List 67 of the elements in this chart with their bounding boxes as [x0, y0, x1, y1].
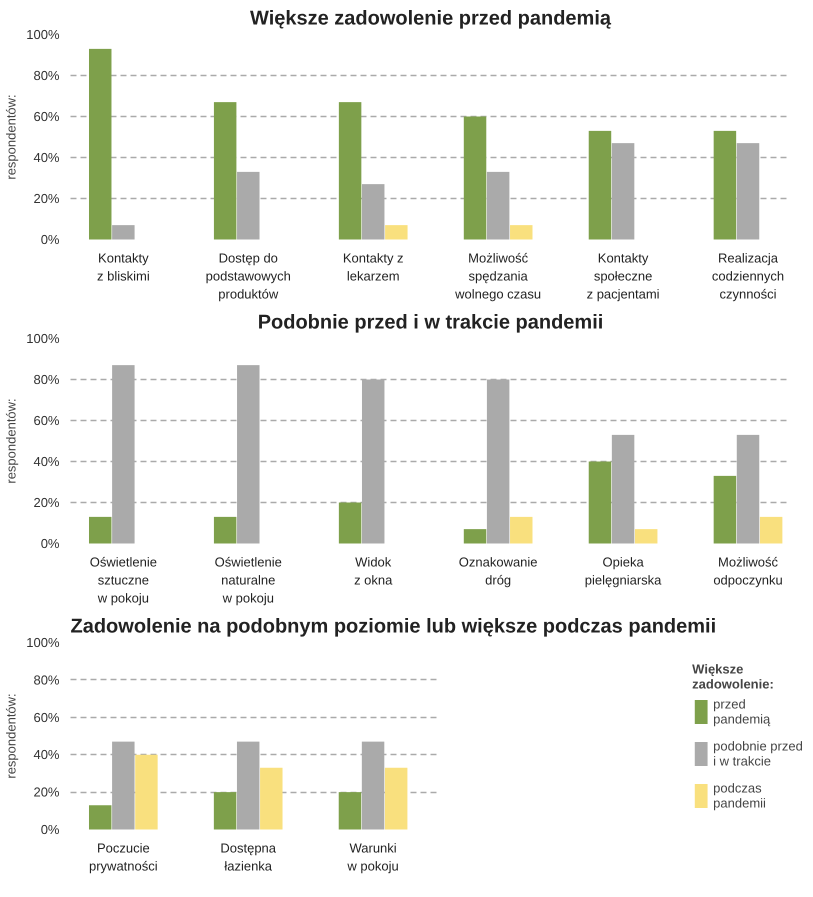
y-tick-label: 80%: [33, 372, 60, 387]
x-tick-label: Oznakowanie dróg: [458, 554, 538, 588]
bar: [214, 102, 236, 240]
y-tick-label: 0%: [40, 536, 60, 551]
bar: [634, 529, 658, 544]
bar: [214, 792, 236, 830]
x-tick-label: Dostępna łazienka: [220, 840, 277, 874]
x-tick-label: Kontakty społeczne z pacjentami: [586, 250, 660, 302]
y-axis-title: respondentów:: [3, 693, 18, 779]
bar: [88, 48, 112, 240]
bar: [338, 102, 362, 240]
bar: [338, 502, 362, 544]
x-tick-label: Warunki w pokoju: [346, 840, 399, 874]
y-tick-label: 60%: [33, 710, 60, 725]
bar: [385, 225, 408, 240]
bar: [510, 225, 533, 240]
bar: [112, 225, 135, 240]
x-tick-label: Realizacja codziennych czynności: [712, 250, 784, 302]
x-tick-label: Oświetlenie sztuczne w pokoju: [90, 554, 157, 606]
chart-title: Podobnie przed i w trakcie pandemii: [258, 312, 604, 334]
bar: [260, 768, 283, 830]
bar: [588, 130, 612, 240]
legend-label: podobnie przed i w trakcie: [713, 738, 803, 768]
bar: [464, 116, 486, 240]
bar: [384, 768, 408, 830]
y-axis-title: respondentów:: [3, 398, 18, 484]
y-tick-label: 20%: [33, 784, 60, 800]
bar: [464, 529, 486, 544]
y-tick-label: 100%: [26, 27, 60, 42]
y-tick-label: 60%: [33, 413, 60, 428]
y-tick-label: 20%: [33, 495, 60, 510]
x-tick-label: Kontakty z bliskimi: [96, 250, 150, 284]
y-axis-title: respondentów:: [3, 94, 18, 180]
bar: [214, 516, 236, 544]
x-tick-label: Dostęp do podstawowych produktów: [206, 250, 291, 302]
bar: [510, 516, 533, 544]
y-tick-label: 40%: [33, 150, 60, 165]
y-tick-label: 0%: [40, 822, 60, 837]
bar: [760, 516, 782, 544]
x-tick-label: Poczucie prywatności: [89, 840, 158, 874]
x-tick-label: Oświetlenie naturalne w pokoju: [214, 554, 282, 606]
y-tick-label: 100%: [26, 331, 60, 346]
y-tick-label: 40%: [33, 747, 60, 762]
legend-title: Większe zadowolenie:: [692, 661, 775, 691]
bar: [714, 476, 736, 544]
y-tick-label: 0%: [40, 232, 60, 247]
y-tick-label: 80%: [33, 672, 60, 688]
chart-title: Zadowolenie na podobnym poziomie lub większe podczas pandemii: [70, 616, 716, 638]
bar: [88, 805, 112, 830]
bar: [714, 130, 736, 240]
bar: [338, 792, 362, 830]
x-tick-label: Widok z okna: [354, 554, 394, 588]
x-tick-label: Opieka pielęgniarska: [584, 554, 662, 588]
y-tick-label: 60%: [33, 109, 60, 124]
x-tick-label: Kontakty z lekarzem: [342, 250, 404, 284]
y-tick-label: 20%: [33, 191, 60, 206]
y-tick-label: 80%: [33, 68, 60, 83]
y-tick-label: 40%: [33, 454, 60, 469]
legend-label: podczas pandemii: [713, 780, 766, 810]
x-tick-label: Możliwość spędzania wolnego czasu: [454, 250, 542, 302]
x-tick-label: Możliwość odpoczynku: [713, 554, 783, 588]
y-tick-label: 100%: [26, 635, 60, 650]
bar: [88, 516, 112, 544]
legend-label: przed pandemią: [713, 696, 770, 726]
chart-title: Większe zadowolenie przed pandemią: [250, 8, 612, 30]
bar: [135, 754, 158, 830]
bar: [588, 462, 612, 544]
